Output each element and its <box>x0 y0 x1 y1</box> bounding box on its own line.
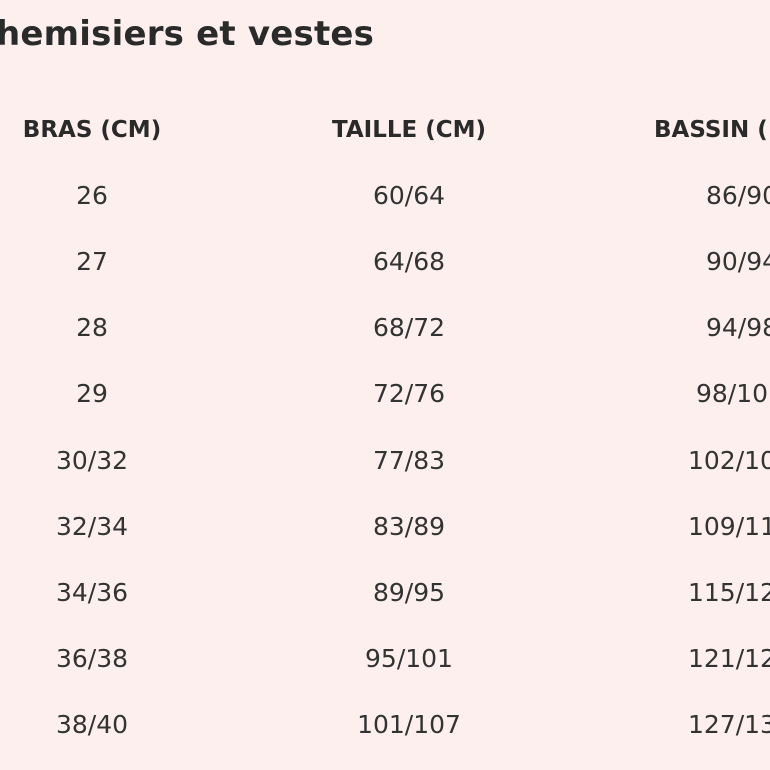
cell-bras: 34/36 <box>55 578 129 607</box>
cell-bassin: 121/12 <box>688 644 770 673</box>
cell-bassin: 115/12 <box>688 578 770 607</box>
cell-taille: 95/101 <box>365 644 453 673</box>
cell-bassin: 90/94 <box>706 247 770 276</box>
cell-bras: 36/38 <box>55 644 129 673</box>
cell-taille: 68/72 <box>372 313 446 342</box>
cell-bassin: 127/13 <box>688 710 770 739</box>
cell-taille: 77/83 <box>372 446 446 475</box>
column-header-taille: TAILLE (CM) <box>331 117 487 143</box>
cell-bras: 30/32 <box>55 446 129 475</box>
cell-taille: 64/68 <box>372 247 446 276</box>
cell-bras: 26 <box>76 181 108 210</box>
cell-taille: 89/95 <box>372 578 446 607</box>
column-header-bras: BRAS (CM) <box>22 117 162 143</box>
cell-bassin: 109/11 <box>688 512 770 541</box>
page-title: hemisiers et vestes <box>0 14 375 54</box>
cell-bassin: 98/10 <box>696 379 769 408</box>
cell-bras: 29 <box>76 379 108 408</box>
cell-bassin: 94/98 <box>706 313 770 342</box>
cell-taille: 101/107 <box>357 710 461 739</box>
cell-taille: 60/64 <box>372 181 446 210</box>
cell-bras: 28 <box>76 313 108 342</box>
cell-taille: 83/89 <box>372 512 446 541</box>
cell-bras: 38/40 <box>55 710 129 739</box>
cell-bras: 27 <box>76 247 108 276</box>
cell-bassin: 102/10 <box>688 446 770 475</box>
cell-taille: 72/76 <box>372 379 446 408</box>
cell-bras: 32/34 <box>55 512 129 541</box>
cell-bassin: 86/90 <box>706 181 770 210</box>
column-header-bassin: BASSIN ( <box>654 117 768 143</box>
